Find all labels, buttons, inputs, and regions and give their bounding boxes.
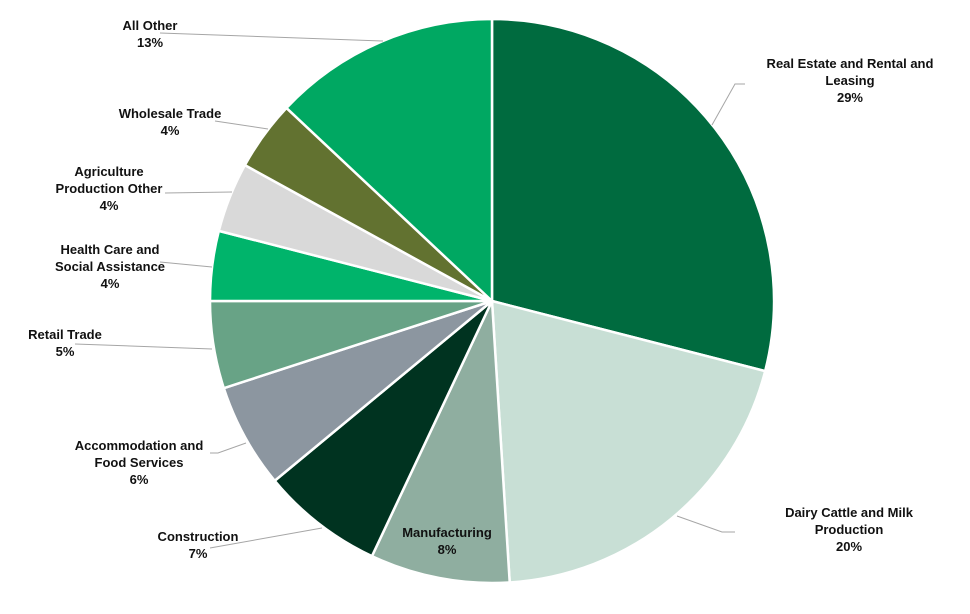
leader-line [676, 515, 735, 533]
slice-label-text: Manufacturing [402, 525, 492, 540]
slice-label-text: Health Care and [60, 242, 160, 257]
slice-label: Dairy Cattle and Milk Production 20% [785, 504, 913, 555]
slice-percent: 20% [835, 539, 863, 554]
leader-line [214, 120, 269, 130]
slice-label-text: Production Other [55, 181, 163, 196]
leader-line [159, 261, 213, 268]
slice-label-text: Food Services [94, 455, 184, 470]
slice-label: Retail Trade 5% [28, 326, 102, 360]
slice-label-text: Dairy Cattle and Milk [785, 505, 913, 520]
pie-slices [208, 17, 776, 585]
slice-label-text: Real Estate and Rental and [766, 56, 934, 71]
slice-percent: 4% [99, 198, 119, 213]
slice-percent: 8% [437, 542, 457, 557]
slice-percent: 13% [136, 35, 164, 50]
pie-slice-real-estate-and-rental-and-leasing [490, 17, 776, 373]
slice-label-text: Wholesale Trade [118, 106, 222, 121]
slice-percent: 4% [160, 123, 180, 138]
pie-slice-dairy-cattle-and-milk-production [490, 299, 767, 584]
slice-label: Manufacturing 8% [402, 524, 492, 558]
slice-label-text: Retail Trade [28, 327, 102, 342]
leader-line [711, 83, 745, 126]
slice-label-text: All Other [122, 18, 178, 33]
slice-label: Accommodation and Food Services 6% [75, 437, 204, 488]
slice-label: Agriculture Production Other 4% [56, 163, 163, 214]
leader-line [210, 442, 247, 454]
slice-label: Real Estate and Rental and Leasing 29% [767, 55, 934, 106]
slice-label-text: Production [814, 522, 884, 537]
slice-percent: 4% [100, 276, 120, 291]
slice-label-text: Leasing [825, 73, 875, 88]
slice-label-text: Construction [157, 529, 239, 544]
leader-line [164, 191, 233, 194]
leader-line [209, 527, 323, 549]
slice-label: All Other 13% [123, 17, 178, 51]
leader-line [74, 343, 213, 350]
leader-lines [74, 32, 745, 549]
slice-label-text: Social Assistance [54, 259, 166, 274]
slice-percent: 5% [55, 344, 75, 359]
pie-slice-manufacturing [370, 299, 511, 585]
slice-label: Construction 7% [158, 528, 239, 562]
slice-percent: 7% [188, 546, 208, 561]
leader-line [159, 32, 384, 42]
slice-label-text: Agriculture [74, 164, 144, 179]
pie-slice-construction [273, 299, 494, 558]
slice-label-text: Accommodation and [74, 438, 204, 453]
pie-slice-all-other [285, 17, 494, 303]
slice-percent: 29% [836, 90, 864, 105]
slice-label: Health Care and Social Assistance 4% [55, 241, 165, 292]
slice-label: Wholesale Trade 4% [119, 105, 222, 139]
slice-percent: 6% [129, 472, 149, 487]
